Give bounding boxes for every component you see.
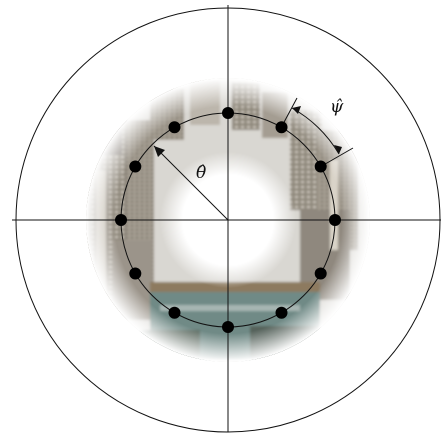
theta-label: θ̂ <box>196 163 206 183</box>
psi-leader-line-1 <box>281 97 298 127</box>
psi-arrowhead-1 <box>292 106 301 114</box>
sample-point <box>314 267 327 280</box>
sample-point <box>314 160 327 173</box>
sample-point <box>129 267 142 280</box>
sample-point <box>168 306 181 319</box>
theta-radius-arrow <box>153 145 229 221</box>
sample-point <box>115 214 127 226</box>
sample-point <box>275 121 288 134</box>
psi-label: ψ̂ <box>330 97 344 117</box>
sample-points <box>115 107 341 333</box>
sample-point <box>129 160 142 173</box>
sample-point <box>168 121 181 134</box>
sample-point <box>222 107 234 119</box>
psi-arrowhead-2 <box>334 145 342 154</box>
sample-point <box>329 214 341 226</box>
sample-point <box>222 321 234 333</box>
theta-arrowhead <box>154 146 165 157</box>
sample-point <box>275 306 288 319</box>
